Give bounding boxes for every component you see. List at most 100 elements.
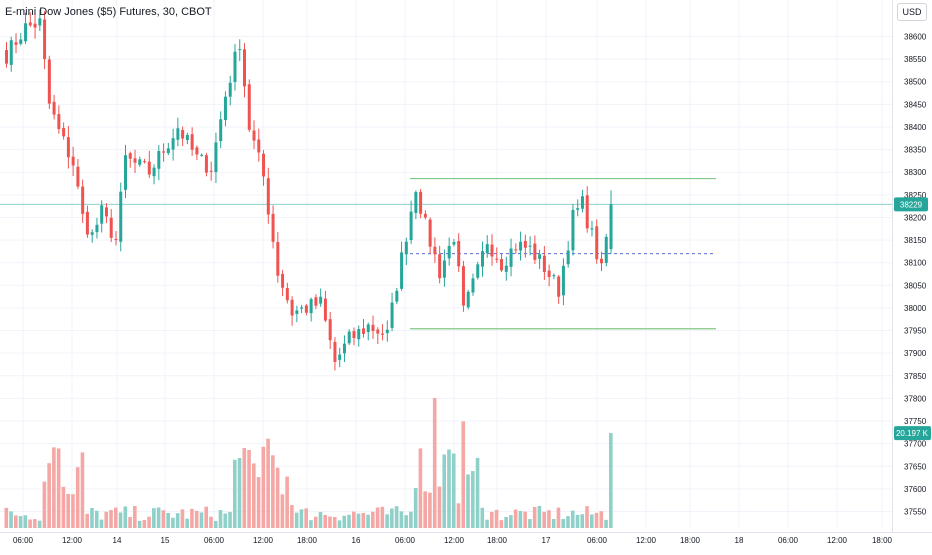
volume-bar — [123, 506, 128, 528]
volume-bar — [18, 516, 23, 528]
candle-body — [490, 244, 494, 257]
candle-body — [495, 258, 499, 260]
volume-bar — [23, 515, 28, 528]
volume-bar — [9, 511, 13, 528]
candle-body — [5, 50, 8, 64]
candle-body — [538, 254, 542, 259]
volume-bar — [309, 520, 313, 528]
volume-bar — [137, 520, 142, 528]
candle-body — [423, 213, 427, 218]
x-tick-label: 16 — [352, 536, 361, 545]
candle-body — [24, 23, 28, 42]
candle-body — [419, 191, 423, 214]
y-tick-label: 37950 — [904, 327, 927, 336]
volume-bar — [204, 506, 209, 528]
candle-body — [219, 119, 223, 142]
volume-bar — [561, 519, 566, 528]
symbol-title: E-mini Dow Jones ($5) Futures, 30, CBOT — [5, 6, 212, 18]
candle-body — [128, 153, 132, 159]
volume-bar — [171, 517, 175, 528]
candle-body — [152, 167, 156, 177]
volume-bar — [447, 449, 451, 528]
candle-body — [195, 147, 199, 155]
candle-body — [509, 248, 513, 267]
candle-body — [309, 299, 313, 314]
currency-button[interactable]: USD — [897, 3, 927, 21]
candle-body — [43, 19, 47, 60]
y-tick-label: 37750 — [904, 417, 927, 426]
candle-body — [523, 240, 527, 248]
candle-body — [243, 49, 246, 87]
volume-bar — [532, 506, 537, 528]
candle-body — [85, 211, 89, 235]
candle-body — [209, 170, 213, 172]
volume-bar — [232, 459, 237, 528]
candle-body — [28, 22, 32, 26]
y-tick-label: 38000 — [904, 304, 927, 313]
y-tick-label: 37700 — [904, 440, 927, 449]
volume-last-label: 20.197 K — [896, 429, 929, 438]
volume-bar — [609, 433, 613, 528]
candle-body — [200, 154, 204, 156]
candle-body — [9, 40, 13, 65]
volume-bar — [428, 492, 432, 528]
volume-bar — [228, 511, 232, 528]
candle-body — [52, 101, 56, 115]
x-tick-label: 18:00 — [297, 536, 318, 545]
volume-bar — [337, 520, 342, 528]
candle-body — [600, 258, 603, 264]
candle-body — [14, 42, 18, 45]
volume-bar — [475, 457, 480, 528]
volume-bar — [47, 463, 51, 528]
candle-body — [390, 302, 394, 328]
volume-bar — [570, 510, 575, 528]
candle-body — [76, 166, 80, 187]
candle-body — [585, 195, 589, 229]
volume-bar — [504, 517, 508, 528]
volume-bar — [85, 513, 90, 528]
candle-body — [295, 310, 299, 315]
candle-body — [100, 205, 104, 224]
candle-body — [376, 329, 380, 334]
candle-body — [266, 178, 270, 215]
volume-bar — [99, 519, 104, 528]
volume-bar — [451, 453, 456, 528]
candle-body — [404, 241, 408, 255]
candle-body — [276, 242, 280, 276]
candle-body — [166, 148, 170, 154]
candle-body — [143, 161, 147, 163]
volume-bar — [432, 398, 437, 528]
volume-bar — [37, 520, 42, 528]
y-tick-label: 37850 — [904, 372, 927, 381]
volume-bar — [575, 514, 580, 528]
candle-body — [338, 354, 342, 360]
candle-body — [514, 249, 518, 251]
volume-bar — [547, 510, 551, 528]
volume-bar — [404, 515, 408, 528]
volume-bar — [332, 516, 337, 528]
volume-bar — [261, 446, 266, 528]
volume-bar — [194, 510, 199, 528]
volume-bar — [28, 519, 32, 528]
candle-body — [438, 254, 442, 279]
volume-bar — [237, 458, 242, 528]
x-tick-label: 12:00 — [636, 536, 657, 545]
volume-bar — [213, 521, 218, 528]
y-tick-label: 37800 — [904, 394, 927, 403]
x-tick-label: 06:00 — [204, 536, 225, 545]
volume-bar — [390, 508, 394, 528]
volume-bar — [109, 510, 113, 528]
candle-body — [485, 244, 489, 254]
volume-bar — [180, 509, 185, 528]
y-tick-label: 37650 — [904, 462, 927, 471]
x-tick-label: 14 — [113, 536, 122, 545]
volume-bar — [366, 514, 370, 528]
last-price-badge — [894, 197, 928, 212]
y-tick-label: 37900 — [904, 349, 927, 358]
volume-bar — [242, 448, 247, 528]
candle-body — [542, 255, 546, 273]
candle-body — [414, 192, 418, 213]
volume-bar — [118, 512, 123, 528]
